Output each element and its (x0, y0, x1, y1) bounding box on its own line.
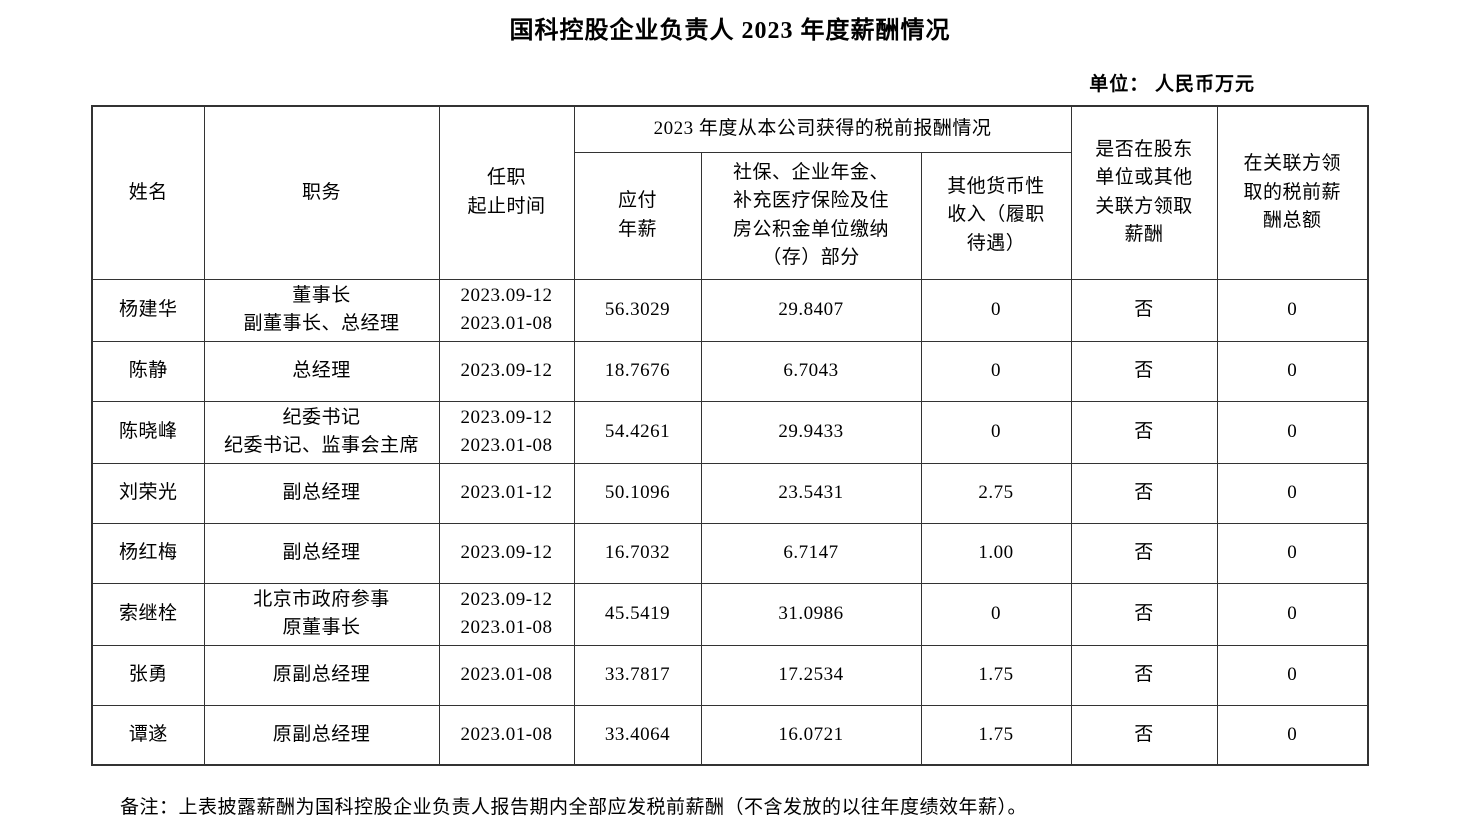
cell-other-income: 0 (920, 400, 1072, 464)
header-term: 任职 起止时间 (438, 105, 575, 280)
salary-table: 姓名 职务 任职 起止时间 2023 年度从本公司获得的税前报酬情况 是否在股东… (91, 105, 1370, 766)
cell-annual-salary: 54.4261 (573, 400, 702, 464)
table-row: 陈晓峰 纪委书记 纪委书记、监事会主席 2023.09-12 2023.01-0… (91, 400, 1369, 464)
unit-label: 单位： 人民币万元 (1089, 74, 1255, 95)
cell-related-total: 0 (1216, 400, 1369, 464)
cell-position: 原副总经理 (203, 704, 440, 766)
cell-related-total: 0 (1216, 278, 1369, 342)
cell-social-insurance: 16.0721 (700, 704, 922, 766)
header-social-insurance: 社保、企业年金、 补充医疗保险及住 房公积金单位缴纳 （存）部分 (700, 151, 922, 280)
header-annual-salary: 应付 年薪 (573, 151, 702, 280)
cell-name: 陈晓峰 (91, 400, 205, 464)
cell-position: 原副总经理 (203, 644, 440, 706)
cell-annual-salary: 50.1096 (573, 462, 702, 524)
header-pretax-group: 2023 年度从本公司获得的税前报酬情况 (573, 105, 1072, 153)
cell-related-total: 0 (1216, 462, 1369, 524)
cell-name: 杨建华 (91, 278, 205, 342)
cell-social-insurance: 17.2534 (700, 644, 922, 706)
cell-social-insurance: 31.0986 (700, 582, 922, 646)
cell-other-income: 1.75 (920, 644, 1072, 706)
cell-other-income: 0 (920, 278, 1072, 342)
cell-position: 副总经理 (203, 462, 440, 524)
cell-related-party: 否 (1070, 462, 1218, 524)
header-position: 职务 (203, 105, 440, 280)
cell-annual-salary: 33.7817 (573, 644, 702, 706)
cell-position: 总经理 (203, 340, 440, 402)
cell-name: 谭遂 (91, 704, 205, 766)
cell-name: 刘荣光 (91, 462, 205, 524)
cell-social-insurance: 6.7147 (700, 522, 922, 584)
cell-annual-salary: 56.3029 (573, 278, 702, 342)
header-name: 姓名 (91, 105, 205, 280)
table-row: 谭遂 原副总经理 2023.01-08 33.4064 16.0721 1.75… (91, 704, 1369, 766)
cell-position: 董事长 副董事长、总经理 (203, 278, 440, 342)
cell-term: 2023.09-12 (438, 340, 575, 402)
cell-annual-salary: 33.4064 (573, 704, 702, 766)
table-row: 张勇 原副总经理 2023.01-08 33.7817 17.2534 1.75… (91, 644, 1369, 706)
table-row: 刘荣光 副总经理 2023.01-12 50.1096 23.5431 2.75… (91, 462, 1369, 524)
cell-related-party: 否 (1070, 644, 1218, 706)
header-related-party: 是否在股东 单位或其他 关联方领取 薪酬 (1070, 105, 1218, 280)
header-related-total: 在关联方领 取的税前薪 酬总额 (1216, 105, 1369, 280)
cell-other-income: 0 (920, 582, 1072, 646)
cell-annual-salary: 18.7676 (573, 340, 702, 402)
header-row-top: 姓名 职务 任职 起止时间 2023 年度从本公司获得的税前报酬情况 是否在股东… (91, 105, 1369, 280)
cell-term: 2023.01-12 (438, 462, 575, 524)
cell-position: 副总经理 (203, 522, 440, 584)
cell-term: 2023.01-08 (438, 644, 575, 706)
table-row: 陈静 总经理 2023.09-12 18.7676 6.7043 0 否 0 (91, 340, 1369, 402)
table-row: 杨建华 董事长 副董事长、总经理 2023.09-12 2023.01-08 5… (91, 278, 1369, 342)
page-title: 国科控股企业负责人 2023 年度薪酬情况 (509, 18, 951, 44)
cell-social-insurance: 29.8407 (700, 278, 922, 342)
cell-related-total: 0 (1216, 582, 1369, 646)
cell-related-party: 否 (1070, 522, 1218, 584)
cell-name: 张勇 (91, 644, 205, 706)
cell-related-party: 否 (1070, 582, 1218, 646)
cell-other-income: 1.75 (920, 704, 1072, 766)
table-row: 索继栓 北京市政府参事 原董事长 2023.09-12 2023.01-08 4… (91, 582, 1369, 646)
cell-related-party: 否 (1070, 704, 1218, 766)
cell-related-total: 0 (1216, 340, 1369, 402)
cell-related-party: 否 (1070, 340, 1218, 402)
footnote: 备注：上表披露薪酬为国科控股企业负责人报告期内全部应发税前薪酬（不含发放的以往年… (120, 797, 1028, 818)
table-row: 杨红梅 副总经理 2023.09-12 16.7032 6.7147 1.00 … (91, 522, 1369, 584)
cell-position: 纪委书记 纪委书记、监事会主席 (203, 400, 440, 464)
cell-social-insurance: 23.5431 (700, 462, 922, 524)
cell-term: 2023.01-08 (438, 704, 575, 766)
cell-related-party: 否 (1070, 400, 1218, 464)
cell-name: 索继栓 (91, 582, 205, 646)
cell-related-total: 0 (1216, 704, 1369, 766)
cell-related-total: 0 (1216, 644, 1369, 706)
cell-social-insurance: 6.7043 (700, 340, 922, 402)
cell-name: 杨红梅 (91, 522, 205, 584)
table-body: 杨建华 董事长 副董事长、总经理 2023.09-12 2023.01-08 5… (91, 278, 1369, 766)
cell-term: 2023.09-12 (438, 522, 575, 584)
header-other-income: 其他货币性 收入（履职 待遇） (920, 151, 1072, 280)
cell-social-insurance: 29.9433 (700, 400, 922, 464)
cell-other-income: 0 (920, 340, 1072, 402)
cell-name: 陈静 (91, 340, 205, 402)
cell-related-party: 否 (1070, 278, 1218, 342)
cell-annual-salary: 45.5419 (573, 582, 702, 646)
cell-term: 2023.09-12 2023.01-08 (438, 582, 575, 646)
cell-term: 2023.09-12 2023.01-08 (438, 278, 575, 342)
cell-annual-salary: 16.7032 (573, 522, 702, 584)
cell-term: 2023.09-12 2023.01-08 (438, 400, 575, 464)
header-row-sub: 应付 年薪 社保、企业年金、 补充医疗保险及住 房公积金单位缴纳 （存）部分 其… (92, 151, 1368, 280)
cell-position: 北京市政府参事 原董事长 (203, 582, 440, 646)
cell-other-income: 2.75 (920, 462, 1072, 524)
cell-other-income: 1.00 (920, 522, 1072, 584)
cell-related-total: 0 (1216, 522, 1369, 584)
